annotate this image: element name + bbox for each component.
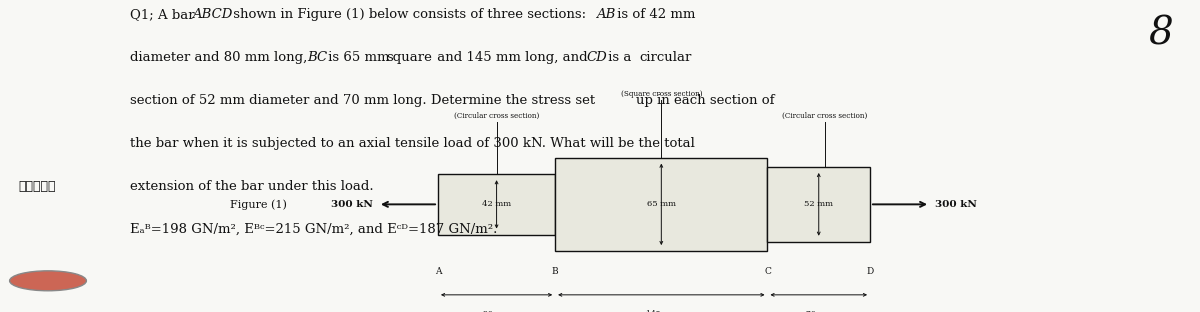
Text: ABCD: ABCD: [192, 8, 233, 21]
Text: 80 mm: 80 mm: [484, 310, 510, 312]
Text: extension of the bar under this load.: extension of the bar under this load.: [130, 180, 373, 193]
Text: AB: AB: [596, 8, 616, 21]
Text: and 145 mm long, and: and 145 mm long, and: [433, 51, 592, 64]
Text: 300 kN: 300 kN: [331, 200, 373, 209]
Bar: [438, 174, 556, 235]
Text: Figure (1): Figure (1): [229, 199, 287, 210]
Text: Q1; A bar: Q1; A bar: [130, 8, 198, 21]
Text: C: C: [764, 267, 770, 276]
Text: B: B: [552, 267, 558, 276]
Text: D: D: [866, 267, 874, 276]
Text: 42 mm: 42 mm: [482, 200, 511, 208]
Text: diameter and 80 mm long,: diameter and 80 mm long,: [130, 51, 311, 64]
Text: CD: CD: [587, 51, 607, 64]
Text: is a: is a: [604, 51, 635, 64]
Text: (Square cross section): (Square cross section): [620, 90, 702, 98]
Text: shown in Figure (1) below consists of three sections:: shown in Figure (1) below consists of th…: [229, 8, 590, 21]
Bar: [556, 158, 768, 251]
Text: 8: 8: [1148, 16, 1174, 53]
Text: is of 42 mm: is of 42 mm: [613, 8, 696, 21]
Text: BC: BC: [307, 51, 328, 64]
Text: square: square: [386, 51, 432, 64]
Text: 52 mm: 52 mm: [804, 200, 833, 208]
Text: 300 kN: 300 kN: [935, 200, 977, 209]
Text: section of 52 mm diameter and 70 mm long. Determine the stress set: section of 52 mm diameter and 70 mm long…: [130, 94, 595, 107]
Text: (Circular cross section): (Circular cross section): [782, 112, 868, 120]
Text: 70 mm: 70 mm: [805, 310, 832, 312]
Bar: [768, 167, 870, 242]
Text: (Circular cross section): (Circular cross section): [454, 112, 539, 120]
Text: 65 mm: 65 mm: [647, 200, 676, 208]
Text: the bar when it is subjected to an axial tensile load of 300 kN. What will be th: the bar when it is subjected to an axial…: [130, 137, 695, 150]
Text: is 65 mm: is 65 mm: [324, 51, 394, 64]
Text: Eₐᴮ=198 GN/m², Eᴮᶜ=215 GN/m², and Eᶜᴰ=187 GN/m².: Eₐᴮ=198 GN/m², Eᴮᶜ=215 GN/m², and Eᶜᴰ=18…: [130, 223, 497, 236]
Circle shape: [10, 271, 86, 291]
Text: 145 mm: 145 mm: [646, 310, 677, 312]
Text: نِكىو: نِكىو: [18, 180, 55, 193]
Text: up in each section of: up in each section of: [636, 94, 774, 107]
Text: circular: circular: [640, 51, 692, 64]
Text: A: A: [434, 267, 442, 276]
